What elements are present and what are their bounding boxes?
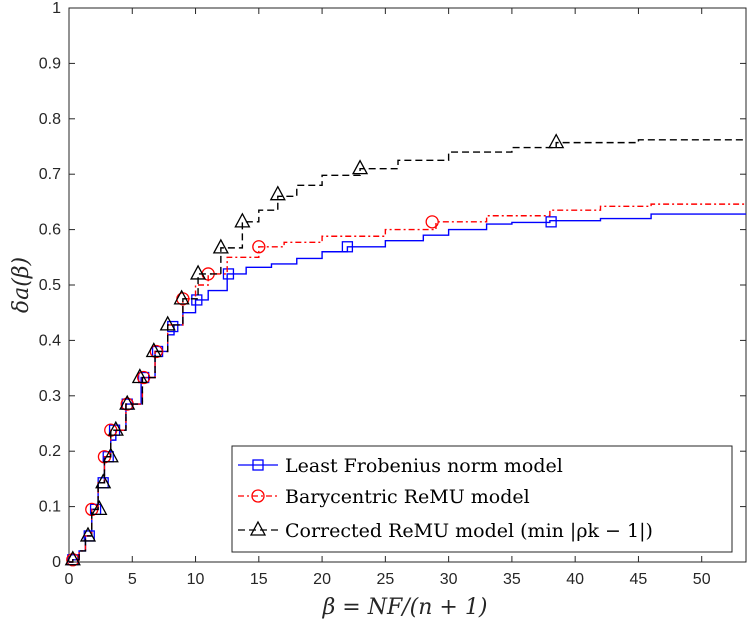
series-layer [64,133,747,567]
data-point-triangle [159,315,176,331]
y-tick-label: 0.7 [39,166,61,183]
x-tick-label: 35 [503,571,521,588]
data-point-triangle [131,368,148,384]
data-point-triangle [107,420,124,436]
x-tick-label: 45 [630,571,648,588]
data-point-triangle [64,550,81,566]
series-corrected [64,133,747,566]
axis-labels: β = NF/(n + 1) δa(β) [9,257,487,620]
legend: Least Frobenius norm model Barycentric R… [231,445,733,553]
data-point-square [341,241,354,253]
y-tick-label: 0.2 [39,443,61,460]
x-tick-label: 10 [187,571,205,588]
data-point-triangle [173,289,190,305]
y-axis-label: δa(β) [9,257,34,313]
data-point-triangle [234,212,251,228]
y-tick-label: 0.5 [39,277,61,294]
x-tick-label: 50 [693,571,711,588]
x-tick-label: 15 [250,571,268,588]
data-point-triangle [102,447,119,463]
y-tick-label: 0.1 [39,499,61,516]
data-point-triangle [351,159,369,175]
data-point-circle [425,215,439,229]
x-tick-label: 25 [376,571,394,588]
y-tick-label: 1 [52,0,61,17]
data-point-triangle [145,342,162,358]
y-tick-label: 0.9 [39,55,61,72]
x-axis-label: β = NF/(n + 1) [322,595,488,620]
x-tick-label: 5 [128,571,137,588]
legend-entry-barycentric: Barycentric ReMU model [238,486,530,508]
data-point-triangle [269,185,286,201]
legend-label-corrected: Corrected ReMU model (min |ρk − 1|) [285,520,653,542]
series-line-corrected [69,139,747,563]
legend-label-barycentric: Barycentric ReMU model [285,486,530,508]
data-point-triangle [119,394,136,410]
x-tick-label: 40 [566,571,584,588]
data-point-circle [252,240,266,254]
y-tick-label: 0.4 [39,332,61,349]
x-tick-label: 0 [65,571,74,588]
data-point-triangle [212,238,229,254]
data-point-square [545,216,557,228]
data-point-triangle [91,499,108,516]
data-point-square [222,268,235,280]
data-point-triangle [189,264,207,280]
x-tick-label: 20 [313,571,331,588]
y-tick-label: 0 [52,554,61,571]
legend-box [231,445,733,553]
legend-triangle-marker-icon [249,520,267,536]
y-tick-label: 0.8 [39,111,61,128]
data-point-triangle [79,526,97,542]
legend-square-marker-icon [252,459,264,471]
data-point-triangle [548,133,565,149]
y-tick-label: 0.6 [39,222,61,239]
x-tick-label: 30 [440,571,458,588]
y-tick-label: 0.3 [39,388,61,405]
legend-entry-least-frobenius: Least Frobenius norm model [238,455,563,477]
axis-ticks: 0 5 10 15 20 25 30 35 40 45 50 0 0.1 0.2 0.3 0.4 0.5 0.6 0… [39,0,746,588]
legend-label-least-frobenius: Least Frobenius norm model [285,455,563,477]
legend-entry-corrected: Corrected ReMU model (min |ρk − 1|) [238,520,653,542]
data-point-triangle [95,473,112,489]
data-point-square [191,294,203,306]
legend-circle-marker-icon [251,489,265,503]
